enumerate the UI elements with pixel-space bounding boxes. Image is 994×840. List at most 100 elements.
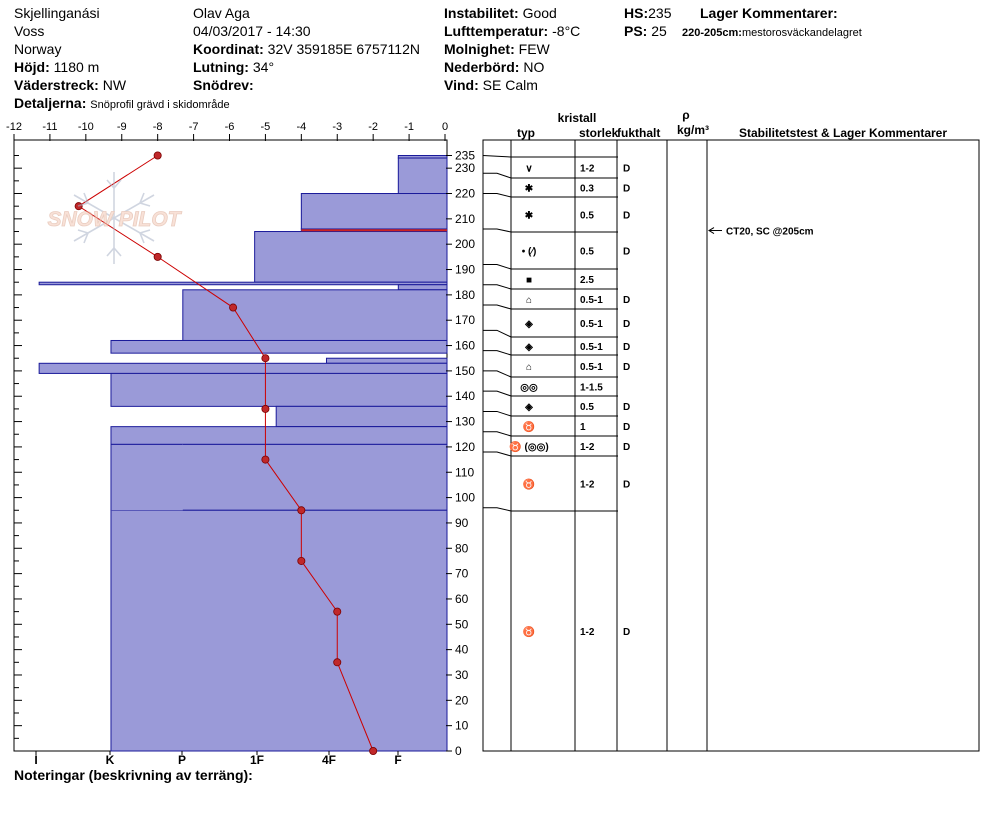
- layer-moisture: D: [623, 422, 630, 433]
- layer-connector: [483, 284, 512, 290]
- layer-connector: [483, 228, 512, 233]
- layer-moisture: D: [623, 295, 630, 306]
- layer-size: 1-2: [580, 480, 595, 491]
- layer-connector: [483, 451, 512, 457]
- header-crystal: kristall: [558, 111, 597, 125]
- layer-type: ♉: [523, 420, 535, 433]
- layer-connector: [483, 507, 512, 512]
- layer-moisture: D: [623, 402, 630, 413]
- layer-type: ✱: [525, 211, 534, 222]
- hardness-label: K: [106, 753, 115, 767]
- height-tick-label: 20: [455, 693, 469, 707]
- stability: Instabilitet: Good: [444, 5, 557, 21]
- height-tick-label: 220: [455, 187, 475, 201]
- precipitation: Nederbörd: NO: [444, 59, 545, 75]
- hardness-bar: [397, 284, 448, 291]
- hardness-bar: [110, 509, 448, 752]
- hardness-transition: [110, 444, 183, 511]
- temperature-point: [261, 455, 270, 464]
- layer-size: 1-2: [580, 627, 595, 638]
- aspect: Väderstreck: NW: [14, 77, 127, 93]
- layer-size: 1-2: [580, 164, 595, 175]
- air-temperature: Lufttemperatur: -8°C: [444, 23, 581, 39]
- header-stability-comments: Stabilitetstest & Lager Kommentarer: [739, 126, 947, 140]
- height-tick-label: 30: [455, 668, 469, 682]
- temperature-point: [333, 607, 342, 616]
- height-tick-label: 170: [455, 313, 475, 327]
- temp-tick-label: -1: [404, 121, 414, 133]
- temp-tick-label: 0: [442, 121, 448, 133]
- layer-connector: [483, 172, 512, 179]
- height-tick-label: 40: [455, 643, 469, 657]
- layer-table-frame: [482, 139, 980, 752]
- layer-size: 1-1.5: [580, 383, 603, 394]
- layer-type: ♉: [523, 625, 535, 638]
- layer-connector: [483, 329, 512, 338]
- layer-connector: [483, 431, 512, 437]
- temp-tick-label: -6: [225, 121, 235, 133]
- country: Norway: [14, 41, 62, 57]
- height-tick-label: 0: [455, 744, 462, 758]
- layer-type: ◎◎: [520, 383, 538, 394]
- height-tick-label: 110: [455, 465, 474, 479]
- layer-type: ♉: [523, 478, 535, 491]
- stability-test-label: CT20, SC @205cm: [726, 227, 814, 238]
- drift: Snödrev:: [193, 77, 254, 93]
- layer-connector: [483, 193, 512, 198]
- height-tick-label: 80: [455, 541, 469, 555]
- layer-moisture: D: [623, 362, 630, 373]
- region: Voss: [14, 23, 45, 39]
- footer-notes: Noteringar (beskrivning av terräng):: [14, 767, 253, 783]
- layer-size: 0.5: [580, 211, 594, 222]
- height-tick-label: 200: [455, 237, 475, 251]
- layer-size: 0.5-1: [580, 319, 603, 330]
- hardness-label: I: [34, 753, 37, 767]
- height-tick-label: 230: [455, 161, 475, 175]
- layer-type: ◈: [524, 402, 533, 413]
- layer-type: ✱: [525, 184, 534, 195]
- hardness-bar: [110, 339, 448, 354]
- layer-size: 0.5-1: [580, 342, 603, 353]
- temp-tick-label: -5: [261, 121, 271, 133]
- layer-type: ⌂: [526, 362, 532, 373]
- layer-moisture: D: [623, 247, 630, 258]
- coordinate: Koordinat: 32V 359185E 6757112N: [193, 41, 420, 57]
- temperature-line: [77, 155, 374, 752]
- temperature-point: [261, 354, 270, 363]
- hardness-label: P: [178, 753, 186, 767]
- wind: Vind: SE Calm: [444, 77, 538, 93]
- layer-connector: [483, 410, 512, 417]
- elevation: Höjd: 1180 m: [14, 59, 100, 75]
- temperature-point: [333, 658, 342, 667]
- height-tick-label: 190: [455, 263, 475, 277]
- slope: Lutning: 34°: [193, 59, 275, 75]
- temp-tick-label: -9: [117, 121, 127, 133]
- layer-moisture: D: [623, 211, 630, 222]
- header-rho: ρ: [682, 108, 689, 122]
- temp-tick-label: -8: [153, 121, 163, 133]
- height-tick-label: 70: [455, 567, 469, 581]
- hardness-bar: [38, 281, 448, 286]
- temperature-point: [229, 303, 238, 312]
- header-moisture: fukthalt: [617, 126, 660, 140]
- stability-test-arrowhead: [708, 227, 715, 234]
- layer-size: 0.5-1: [580, 362, 603, 373]
- height-tick-label: 10: [455, 719, 469, 733]
- temperature-point: [153, 252, 162, 261]
- temp-tick-label: -2: [368, 121, 378, 133]
- snowpilot-watermark: SNOW PILOT: [47, 172, 183, 264]
- temp-tick-label: -3: [332, 121, 342, 133]
- penetration: PS: 25: [624, 23, 667, 39]
- temp-tick-label: -10: [78, 121, 94, 133]
- layer-type: ⌂: [526, 295, 532, 306]
- layer-type: ■: [526, 275, 532, 286]
- layer-type: ∨: [525, 164, 532, 175]
- layer-connector: [483, 263, 512, 270]
- height-tick-label: 50: [455, 617, 469, 631]
- layer-moisture: D: [623, 342, 630, 353]
- layer-size: 0.5: [580, 402, 594, 413]
- temperature-point: [297, 556, 306, 565]
- layer-size: 1: [580, 422, 586, 433]
- height-tick-label: 130: [455, 415, 475, 429]
